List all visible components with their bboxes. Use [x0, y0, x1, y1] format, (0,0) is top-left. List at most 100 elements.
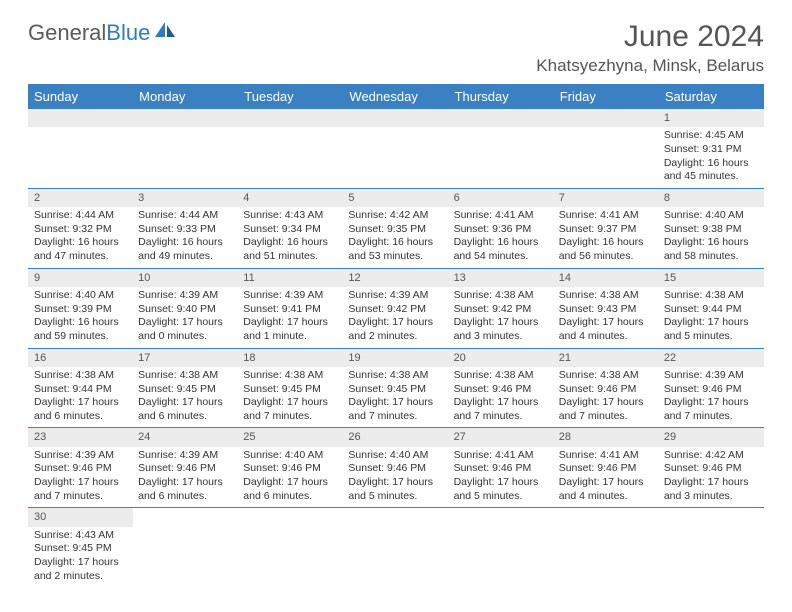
calendar-week-row: 16Sunrise: 4:38 AMSunset: 9:44 PMDayligh…: [28, 348, 764, 428]
weekday-header: Tuesday: [238, 84, 343, 109]
daylight-text: Daylight: 16 hours and 49 minutes.: [138, 236, 233, 263]
day-details: Sunrise: 4:40 AMSunset: 9:46 PMDaylight:…: [238, 447, 343, 508]
day-number: 6: [449, 189, 554, 207]
daylight-text: Daylight: 16 hours and 58 minutes.: [664, 236, 759, 263]
sunset-text: Sunset: 9:46 PM: [34, 462, 128, 476]
day-details: Sunrise: 4:40 AMSunset: 9:39 PMDaylight:…: [28, 287, 133, 348]
day-number: 9: [28, 269, 133, 287]
weekday-header: Thursday: [449, 84, 554, 109]
day-number: 5: [343, 189, 448, 207]
weekday-header-row: SundayMondayTuesdayWednesdayThursdayFrid…: [28, 84, 764, 109]
sunrise-text: Sunrise: 4:39 AM: [138, 449, 233, 463]
header: GeneralBlue June 2024 Khatsyezhyna, Mins…: [28, 20, 764, 76]
sunset-text: Sunset: 9:43 PM: [559, 303, 654, 317]
day-details: Sunrise: 4:38 AMSunset: 9:46 PMDaylight:…: [554, 367, 659, 428]
day-number: 24: [133, 428, 238, 446]
day-number-empty: [449, 109, 554, 127]
day-number-empty: [28, 109, 133, 127]
day-details: Sunrise: 4:40 AMSunset: 9:38 PMDaylight:…: [659, 207, 764, 268]
month-title: June 2024: [536, 20, 764, 54]
logo-text-1: General: [28, 20, 106, 46]
calendar-cell: 1Sunrise: 4:45 AMSunset: 9:31 PMDaylight…: [659, 109, 764, 188]
weekday-header: Wednesday: [343, 84, 448, 109]
sunrise-text: Sunrise: 4:39 AM: [243, 289, 338, 303]
calendar-cell: 6Sunrise: 4:41 AMSunset: 9:36 PMDaylight…: [449, 188, 554, 268]
calendar-cell: [133, 109, 238, 188]
day-number: 27: [449, 428, 554, 446]
calendar-cell: 10Sunrise: 4:39 AMSunset: 9:40 PMDayligh…: [133, 268, 238, 348]
sunset-text: Sunset: 9:33 PM: [138, 223, 233, 237]
calendar-cell: 8Sunrise: 4:40 AMSunset: 9:38 PMDaylight…: [659, 188, 764, 268]
calendar-week-row: 1Sunrise: 4:45 AMSunset: 9:31 PMDaylight…: [28, 109, 764, 188]
day-details: Sunrise: 4:39 AMSunset: 9:46 PMDaylight:…: [28, 447, 133, 508]
day-number: 23: [28, 428, 133, 446]
day-number: 2: [28, 189, 133, 207]
day-number: 4: [238, 189, 343, 207]
calendar-cell: 30Sunrise: 4:43 AMSunset: 9:45 PMDayligh…: [28, 508, 133, 587]
calendar-cell: [133, 508, 238, 587]
sunset-text: Sunset: 9:44 PM: [34, 383, 128, 397]
daylight-text: Daylight: 17 hours and 6 minutes.: [138, 476, 233, 503]
calendar-cell: 17Sunrise: 4:38 AMSunset: 9:45 PMDayligh…: [133, 348, 238, 428]
day-number: 18: [238, 349, 343, 367]
day-number: 26: [343, 428, 448, 446]
day-number-empty: [238, 109, 343, 127]
sunset-text: Sunset: 9:46 PM: [559, 383, 654, 397]
day-number: 1: [659, 109, 764, 127]
day-details: Sunrise: 4:43 AMSunset: 9:34 PMDaylight:…: [238, 207, 343, 268]
calendar-cell: [238, 109, 343, 188]
calendar-cell: 25Sunrise: 4:40 AMSunset: 9:46 PMDayligh…: [238, 428, 343, 508]
calendar-week-row: 30Sunrise: 4:43 AMSunset: 9:45 PMDayligh…: [28, 508, 764, 587]
sunrise-text: Sunrise: 4:40 AM: [348, 449, 443, 463]
day-number: 12: [343, 269, 448, 287]
day-number: 14: [554, 269, 659, 287]
day-details: Sunrise: 4:45 AMSunset: 9:31 PMDaylight:…: [659, 127, 764, 188]
sunrise-text: Sunrise: 4:40 AM: [34, 289, 128, 303]
day-number: 21: [554, 349, 659, 367]
sunset-text: Sunset: 9:36 PM: [454, 223, 549, 237]
daylight-text: Daylight: 17 hours and 3 minutes.: [454, 316, 549, 343]
calendar-cell: [343, 508, 448, 587]
daylight-text: Daylight: 16 hours and 54 minutes.: [454, 236, 549, 263]
calendar-cell: 19Sunrise: 4:38 AMSunset: 9:45 PMDayligh…: [343, 348, 448, 428]
day-details: Sunrise: 4:38 AMSunset: 9:42 PMDaylight:…: [449, 287, 554, 348]
daylight-text: Daylight: 16 hours and 45 minutes.: [664, 157, 759, 184]
calendar-cell: 16Sunrise: 4:38 AMSunset: 9:44 PMDayligh…: [28, 348, 133, 428]
logo: GeneralBlue: [28, 20, 178, 46]
weekday-header: Saturday: [659, 84, 764, 109]
day-number: 15: [659, 269, 764, 287]
day-number: 16: [28, 349, 133, 367]
calendar-cell: [659, 508, 764, 587]
sunset-text: Sunset: 9:46 PM: [454, 462, 549, 476]
calendar-cell: 21Sunrise: 4:38 AMSunset: 9:46 PMDayligh…: [554, 348, 659, 428]
calendar-cell: [449, 109, 554, 188]
sunrise-text: Sunrise: 4:44 AM: [138, 209, 233, 223]
day-number-empty: [133, 109, 238, 127]
weekday-header: Sunday: [28, 84, 133, 109]
calendar-cell: 26Sunrise: 4:40 AMSunset: 9:46 PMDayligh…: [343, 428, 448, 508]
daylight-text: Daylight: 17 hours and 5 minutes.: [454, 476, 549, 503]
sunset-text: Sunset: 9:40 PM: [138, 303, 233, 317]
calendar-cell: [238, 508, 343, 587]
daylight-text: Daylight: 16 hours and 59 minutes.: [34, 316, 128, 343]
day-number: 29: [659, 428, 764, 446]
title-block: June 2024 Khatsyezhyna, Minsk, Belarus: [536, 20, 764, 76]
sail-icon: [152, 20, 178, 46]
day-details: Sunrise: 4:38 AMSunset: 9:46 PMDaylight:…: [449, 367, 554, 428]
daylight-text: Daylight: 17 hours and 6 minutes.: [243, 476, 338, 503]
day-number: 7: [554, 189, 659, 207]
calendar-cell: 29Sunrise: 4:42 AMSunset: 9:46 PMDayligh…: [659, 428, 764, 508]
day-details: Sunrise: 4:38 AMSunset: 9:45 PMDaylight:…: [133, 367, 238, 428]
sunrise-text: Sunrise: 4:40 AM: [664, 209, 759, 223]
sunrise-text: Sunrise: 4:38 AM: [348, 369, 443, 383]
location: Khatsyezhyna, Minsk, Belarus: [536, 56, 764, 76]
daylight-text: Daylight: 17 hours and 4 minutes.: [559, 476, 654, 503]
sunset-text: Sunset: 9:39 PM: [34, 303, 128, 317]
day-number: 13: [449, 269, 554, 287]
day-number: 30: [28, 508, 133, 526]
sunrise-text: Sunrise: 4:39 AM: [348, 289, 443, 303]
sunrise-text: Sunrise: 4:42 AM: [664, 449, 759, 463]
calendar-cell: 22Sunrise: 4:39 AMSunset: 9:46 PMDayligh…: [659, 348, 764, 428]
calendar-table: SundayMondayTuesdayWednesdayThursdayFrid…: [28, 84, 764, 587]
calendar-week-row: 23Sunrise: 4:39 AMSunset: 9:46 PMDayligh…: [28, 428, 764, 508]
